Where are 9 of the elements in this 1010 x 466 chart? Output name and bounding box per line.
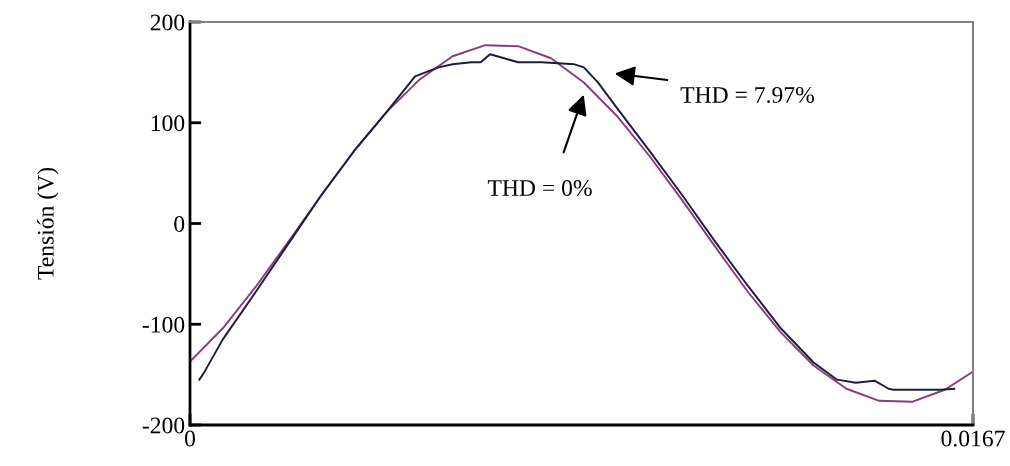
annotation: THD = 7.97% [680,86,814,103]
annotation: THD = 0% [487,180,592,197]
y-tick-label: 200 [150,14,185,31]
y-tick-label: -200 [142,417,185,434]
y-tick-label: 100 [151,115,185,132]
y-tick-label: -100 [142,316,185,333]
y-tick-label: 0 [174,215,185,232]
x-tick-label: 0.0167 [941,430,1005,447]
y-axis-title: Tensión (V) [37,167,59,280]
